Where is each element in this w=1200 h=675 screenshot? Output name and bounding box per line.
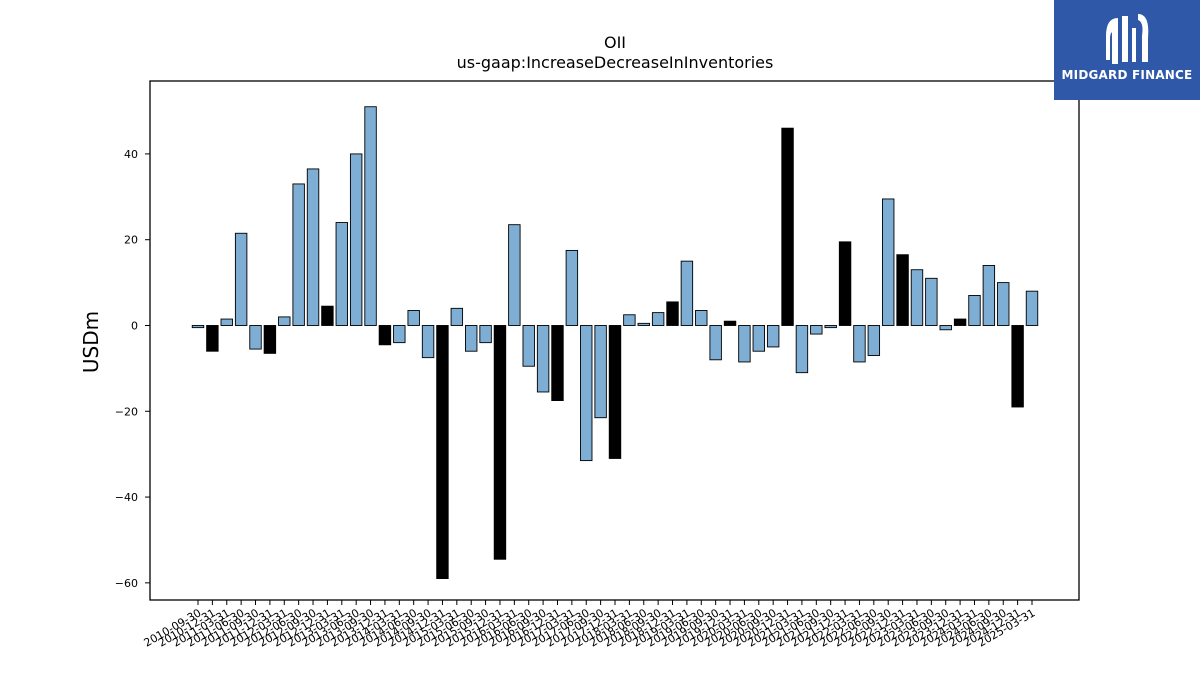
bar-2015-03-31 bbox=[450, 307, 464, 326]
bar-2020-09-30 bbox=[766, 325, 780, 348]
bar-2019-12-31 bbox=[723, 320, 737, 326]
bar-2022-06-30 bbox=[867, 325, 881, 356]
x-axis-ticks: 2010-09-302010-12-312011-03-312011-06-30… bbox=[142, 600, 1038, 650]
bar-2022-12-31 bbox=[896, 254, 909, 326]
bar-2013-09-30 bbox=[364, 106, 377, 326]
bar-2020-03-31 bbox=[738, 325, 751, 363]
bar-2023-06-30 bbox=[925, 277, 938, 326]
bars bbox=[191, 106, 1039, 580]
bar-2021-12-31 bbox=[838, 241, 852, 326]
bar-2021-03-31 bbox=[795, 325, 809, 374]
bar-2011-03-31 bbox=[220, 318, 233, 326]
bar-2016-09-30 bbox=[536, 325, 550, 393]
bar-2015-12-31 bbox=[493, 325, 507, 560]
bar-2016-03-31 bbox=[508, 224, 521, 326]
bar-2017-09-30 bbox=[594, 325, 607, 419]
bar-2019-06-30 bbox=[695, 310, 708, 326]
bar-2015-06-30 bbox=[465, 325, 478, 352]
bar-2024-09-30 bbox=[997, 282, 1010, 326]
midgard-logo-icon bbox=[1106, 14, 1149, 64]
bar-2016-06-30 bbox=[522, 325, 535, 367]
y-axis-ticks: −60 −40 −20 0 20 40 bbox=[115, 148, 150, 590]
y-tick-label: −60 bbox=[115, 577, 138, 590]
bar-2010-12-31 bbox=[206, 325, 219, 352]
chart-title: OII bbox=[604, 33, 626, 52]
bar-2016-12-31 bbox=[551, 325, 564, 401]
bar-2011-09-30 bbox=[249, 325, 262, 350]
bar-2021-06-30 bbox=[810, 325, 823, 335]
bar-2014-03-31 bbox=[393, 325, 406, 344]
bar-2019-03-31 bbox=[680, 260, 694, 326]
bar-2010-09-30 bbox=[191, 325, 205, 329]
bar-2018-03-31 bbox=[623, 314, 636, 326]
brand-logo: MIDGARD FINANCE bbox=[1054, 0, 1200, 100]
bar-2013-06-30 bbox=[349, 153, 363, 326]
bar-2024-06-30 bbox=[982, 264, 996, 326]
bar-2024-03-31 bbox=[968, 295, 981, 326]
bar-2019-09-30 bbox=[709, 325, 722, 361]
bar-2022-03-31 bbox=[853, 325, 866, 363]
bar-2023-03-31 bbox=[910, 269, 924, 326]
bar-2022-09-30 bbox=[882, 198, 895, 326]
bar-2017-06-30 bbox=[580, 325, 593, 462]
bar-2024-12-31 bbox=[1011, 325, 1024, 408]
chart-subtitle: us-gaap:IncreaseDecreaseInInventories bbox=[457, 53, 774, 72]
bar-2020-12-31 bbox=[781, 127, 794, 326]
bar-2025-03-31 bbox=[1025, 290, 1039, 326]
bar-2014-12-31 bbox=[436, 325, 449, 580]
y-tick-label: −40 bbox=[115, 491, 138, 504]
bar-2011-06-30 bbox=[234, 232, 248, 326]
y-tick-label: 0 bbox=[131, 319, 138, 332]
bar-2013-12-31 bbox=[378, 325, 392, 346]
bar-2012-06-30 bbox=[292, 183, 305, 326]
bar-2018-06-30 bbox=[637, 322, 650, 326]
bar-2018-09-30 bbox=[651, 312, 665, 326]
bar-2017-12-31 bbox=[608, 325, 622, 459]
bar-2015-09-30 bbox=[479, 325, 492, 344]
bar-2012-09-30 bbox=[306, 168, 320, 326]
y-tick-label: 40 bbox=[124, 148, 138, 161]
bar-2013-03-31 bbox=[335, 222, 348, 326]
bar-2023-12-31 bbox=[953, 318, 967, 326]
bar-2021-09-30 bbox=[824, 325, 837, 329]
bar-2014-06-30 bbox=[407, 310, 420, 326]
y-tick-label: −20 bbox=[115, 405, 138, 418]
bar-2018-12-31 bbox=[666, 301, 679, 326]
bar-2017-03-31 bbox=[565, 249, 579, 326]
bar-2023-09-30 bbox=[939, 325, 952, 331]
y-tick-label: 20 bbox=[124, 234, 138, 247]
bar-2020-06-30 bbox=[752, 325, 765, 352]
logo-text: MIDGARD FINANCE bbox=[1061, 68, 1193, 82]
bar-2012-12-31 bbox=[321, 305, 334, 326]
plot-frame bbox=[149, 80, 1080, 601]
bar-2014-09-30 bbox=[421, 325, 435, 359]
bar-2012-03-31 bbox=[278, 316, 291, 326]
y-axis-label: USDm bbox=[79, 311, 103, 373]
bar-2011-12-31 bbox=[263, 325, 277, 354]
